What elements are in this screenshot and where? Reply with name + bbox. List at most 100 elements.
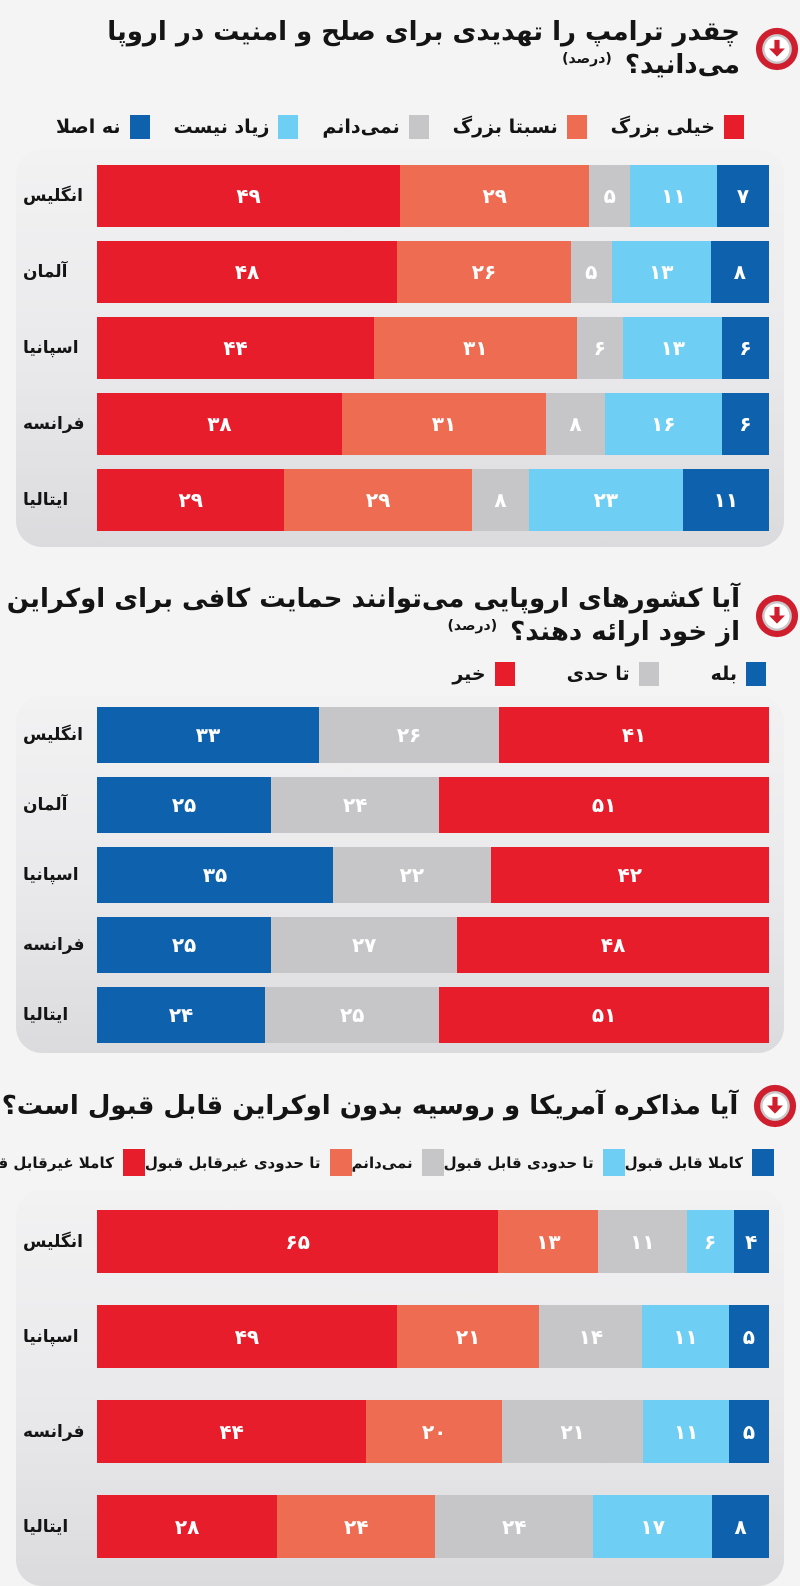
legend-item: کاملا غیرقابل قبول [0,1149,145,1176]
segment-value: ۲۸ [174,1514,200,1539]
bar-segment: ۳۱ [374,317,577,379]
segment-value: ۱۱ [630,1229,655,1254]
segment-value: ۲۴ [168,1003,194,1027]
segment-value: ۵ [585,260,598,284]
bar-segment: ۲۶ [319,707,500,763]
bar-segment: ۵ [728,1305,769,1368]
legend-swatch [638,662,659,686]
segment-value: ۲۹ [178,488,203,512]
segment-value: ۸ [494,488,507,512]
segment-value: ۲۶ [396,723,422,747]
row-country-label: فرانسه [23,414,85,434]
legend-swatch [122,1149,145,1176]
stacked-bar: ۴۹ ۲۹ ۵ ۱۱ ۷ [97,165,769,227]
bar-segment: ۶ [721,393,769,455]
bar-segment: ۴۱ [499,707,769,763]
bar-segment: ۵ [728,1400,770,1463]
row-country-label: انگلیس [23,725,84,745]
segment-value: ۳۱ [463,336,488,360]
legend-swatch [494,662,515,686]
bar-segment: ۲۵ [265,987,440,1043]
legend: بله تا حدی خیر [0,662,800,686]
stacked-bar: ۴۴ ۳۱ ۶ ۱۳ ۶ [97,317,769,379]
section-header: آیا مذاکره آمریکا و روسیه بدون اوکراین ق… [0,1083,800,1129]
bar-segment: ۲۳ [529,469,683,531]
segment-value: ۲۵ [171,933,197,957]
segment-value: ۱۷ [640,1514,665,1539]
bar-segment: ۱۴ [539,1305,643,1368]
stacked-bar: ۴۸ ۲۶ ۵ ۱۳ ۸ [97,241,769,303]
bar-segment: ۳۳ [97,707,319,763]
legend-swatch [746,662,766,686]
legend-item: خیلی بزرگ [611,115,744,139]
segment-value: ۴۱ [621,723,647,747]
stacked-bar: ۳۸ ۳۱ ۸ ۱۶ ۶ [97,393,769,455]
row-country-label: فرانسه [23,1421,85,1442]
bar-segment: ۳۵ [97,847,334,903]
legend-swatch [278,115,299,139]
bar-segment: ۲۱ [502,1400,644,1463]
segment-value: ۲۹ [365,488,391,512]
chart-row: آلمان ۲۵ ۲۴ ۵۱ [16,777,784,833]
stacked-bar: ۲۵ ۲۴ ۵۱ [97,777,770,833]
legend-item: بله [711,662,766,686]
chart-row: ایتالیا ۲۴ ۲۵ ۵۱ [16,987,784,1043]
legend-swatch [602,1149,625,1176]
segment-value: ۲۰ [421,1419,447,1444]
bar-segment: ۲۴ [277,1495,436,1558]
legend-item: تا حدی [567,662,659,686]
legend-label: کاملا غیرقابل قبول [0,1153,114,1172]
chart-row: فرانسه ۳۸ ۳۱ ۸ ۱۶ ۶ [16,393,784,455]
segment-value: ۲۴ [344,1514,369,1539]
row-country-label: انگلیس [23,1231,84,1252]
stacked-bar: ۴۴ ۲۰ ۲۱ ۱۱ ۵ [97,1400,770,1463]
bar-segment: ۳۸ [97,393,342,455]
segment-value: ۴۹ [234,1324,260,1349]
chart-section-ukraine-support: آیا کشورهای اروپایی می‌توانند حمایت کافی… [0,583,800,1053]
stacked-bar: ۲۴ ۲۵ ۵۱ [97,987,770,1043]
segment-value: ۶ [593,336,606,360]
legend-label: نسبتا بزرگ [452,116,558,138]
red-circle-down-arrow-icon [754,26,800,72]
segment-value: ۳۳ [195,723,221,747]
chart-row: فرانسه ۲۵ ۲۷ ۴۸ [16,917,784,973]
bar-segment: ۲۴ [97,987,266,1043]
row-country-label: آلمان [23,795,68,815]
segment-value: ۲۹ [482,184,507,208]
row-country-label: فرانسه [23,935,85,955]
legend-swatch [421,1149,444,1176]
row-country-label: ایتالیا [23,1516,69,1537]
section-title-text: چقدر ترامپ را تهدیدی برای صلح و امنیت در… [107,17,740,80]
bar-segment: ۲۰ [366,1400,503,1463]
legend-label: نمی‌دانم [322,116,400,138]
segment-value: ۱۴ [578,1324,604,1349]
segment-value: ۲۷ [351,933,377,957]
chart-row: آلمان ۴۸ ۲۶ ۵ ۱۳ ۸ [16,241,784,303]
segment-value: ۵ [742,1324,755,1349]
segment-value: ۱۱ [713,488,739,512]
segment-value: ۲۲ [399,863,425,887]
segment-value: ۷ [736,184,750,208]
legend-label: بله [710,663,737,685]
segment-value: ۴۹ [236,184,261,208]
bar-segment: ۴۸ [97,241,398,303]
segment-value: ۱۱ [661,184,686,208]
chart-row: ایتالیا ۲۹ ۲۹ ۸ ۲۳ ۱۱ [16,469,784,531]
legend-label: زیاد نیست [173,116,270,138]
legend-item: نسبتا بزرگ [453,115,587,139]
segment-value: ۲۵ [171,793,197,817]
chart-row: انگلیس ۴۹ ۲۹ ۵ ۱۱ ۷ [16,165,784,227]
legend-label: خیر [452,663,486,685]
segment-value: ۲۱ [560,1419,585,1444]
bar-segment: ۱۱ [642,1305,729,1368]
legend-swatch [408,115,429,139]
bar-segment: ۱۱ [643,1400,729,1463]
red-circle-down-arrow-icon [752,1083,798,1129]
bar-segment: ۸ [471,469,530,531]
bar-segment: ۲۴ [271,777,440,833]
bar-segment: ۲۷ [271,917,458,973]
stacked-bar: ۲۹ ۲۹ ۸ ۲۳ ۱۱ [97,469,769,531]
bar-segment: ۶ [686,1210,734,1273]
chart-panel: انگلیس ۶۵ ۱۳ ۱۱ ۶ ۴ اسپانیا ۴۹ ۲۱ ۱۴ ۱۱ ۵ فرانسه ۴۴ ۲۰… [16,1190,784,1586]
bar-segment: ۲۵ [97,917,272,973]
